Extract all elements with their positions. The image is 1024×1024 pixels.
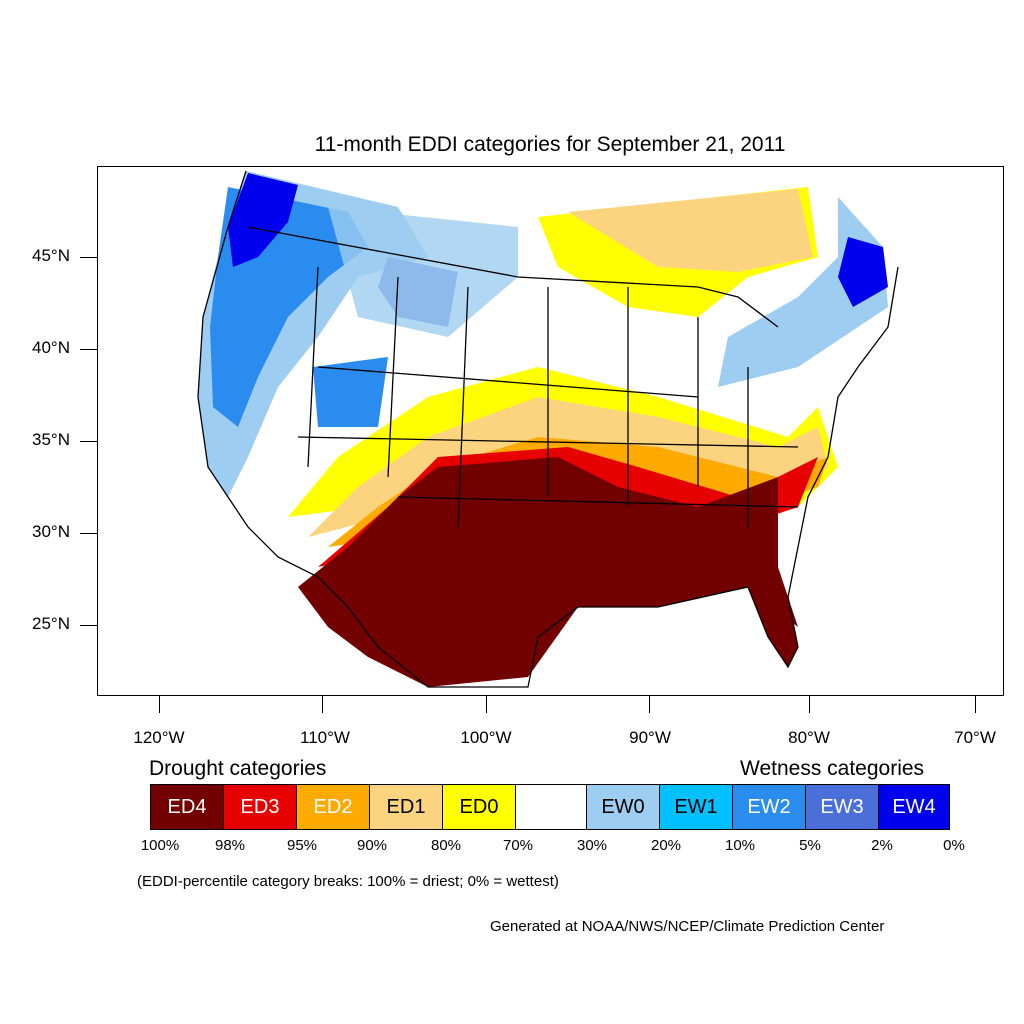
lat-label-35: 35°N bbox=[32, 430, 70, 449]
lat-tick bbox=[80, 257, 97, 258]
northwest-ew4-region bbox=[228, 173, 298, 267]
legend-label-ed4: ED4 bbox=[167, 795, 207, 818]
credit-line: Generated at NOAA/NWS/NCEP/Climate Predi… bbox=[490, 918, 885, 935]
lon-tick bbox=[975, 696, 976, 713]
legend-box-ed4: ED4 bbox=[150, 784, 224, 830]
percent-break-80: 80% bbox=[430, 837, 462, 854]
lat-tick bbox=[80, 625, 97, 626]
percent-break-98: 98% bbox=[214, 837, 246, 854]
percent-break-95: 95% bbox=[286, 837, 318, 854]
lat-label-45: 45°N bbox=[32, 246, 70, 265]
percent-break-0: 0% bbox=[943, 837, 965, 854]
wetness-heading: Wetness categories bbox=[740, 757, 925, 780]
state-lines bbox=[297, 266, 799, 528]
lat-label-25: 25°N bbox=[32, 614, 70, 633]
border-us-canada bbox=[247, 226, 779, 328]
great-basin-wet-region bbox=[313, 357, 388, 427]
legend-label-ew1: EW1 bbox=[674, 795, 718, 818]
percent-break-30: 30% bbox=[576, 837, 608, 854]
southern-ed4-region bbox=[298, 457, 798, 687]
eddi-map bbox=[197, 170, 899, 688]
lon-label-70w: 70°W bbox=[954, 728, 996, 747]
drought-heading: Drought categories bbox=[149, 757, 327, 780]
lon-label-80w: 80°W bbox=[788, 728, 830, 747]
lat-label-30: 30°N bbox=[32, 522, 70, 541]
northeast-wet-region bbox=[718, 197, 888, 387]
lon-tick bbox=[649, 696, 650, 713]
legend-box-ew0: EW0 bbox=[586, 784, 660, 830]
northeast-ew4-region bbox=[838, 237, 888, 307]
percent-break-5: 5% bbox=[799, 837, 821, 854]
legend-box-ew4: EW4 bbox=[878, 784, 950, 830]
lon-tick bbox=[322, 696, 323, 713]
lon-label-110w: 110°W bbox=[300, 728, 350, 747]
legend-label-ew4: EW4 bbox=[892, 795, 936, 818]
lon-label-120w: 120°W bbox=[133, 728, 185, 747]
lat-tick bbox=[80, 441, 97, 442]
lon-tick bbox=[486, 696, 487, 713]
florida-drought-region bbox=[748, 587, 798, 667]
percent-break-2: 2% bbox=[871, 837, 893, 854]
lon-tick bbox=[809, 696, 810, 713]
legend-label-ew3: EW3 bbox=[820, 795, 864, 818]
legend-box-ed3: ED3 bbox=[223, 784, 297, 830]
percent-break-90: 90% bbox=[356, 837, 388, 854]
percent-break-20: 20% bbox=[650, 837, 682, 854]
coastline-outline bbox=[197, 170, 899, 688]
legend-box-ew2: EW2 bbox=[732, 784, 806, 830]
great-lakes-ed1-region bbox=[568, 189, 813, 272]
legend-label-ed1: ED1 bbox=[386, 795, 426, 818]
lat-label-40: 40°N bbox=[32, 338, 70, 357]
map-frame bbox=[97, 166, 1004, 696]
legend-label-ew2: EW2 bbox=[747, 795, 791, 818]
lon-tick bbox=[159, 696, 160, 713]
legend-label-ed0: ED0 bbox=[459, 795, 499, 818]
legend-label-ew0: EW0 bbox=[601, 795, 645, 818]
lon-label-100w: 100°W bbox=[460, 728, 512, 747]
map-title: 11-month EDDI categories for September 2… bbox=[314, 133, 786, 156]
legend-box-ed0: ED0 bbox=[442, 784, 516, 830]
lon-label-90w: 90°W bbox=[629, 728, 671, 747]
lat-tick bbox=[80, 349, 97, 350]
legend-box-ew1: EW1 bbox=[659, 784, 733, 830]
legend-box-ed2: ED2 bbox=[296, 784, 370, 830]
legend-box-ew3: EW3 bbox=[805, 784, 879, 830]
breaks-note: (EDDI-percentile category breaks: 100% =… bbox=[137, 873, 559, 890]
percent-break-10: 10% bbox=[724, 837, 756, 854]
percent-break-100: 100% bbox=[140, 837, 180, 854]
legend-box-normal bbox=[515, 784, 587, 830]
legend-label-ed3: ED3 bbox=[240, 795, 280, 818]
percent-break-70: 70% bbox=[502, 837, 534, 854]
lat-tick bbox=[80, 533, 97, 534]
montana-wet-region bbox=[328, 207, 518, 337]
legend-label-ed2: ED2 bbox=[313, 795, 353, 818]
legend-box-ed1: ED1 bbox=[369, 784, 443, 830]
